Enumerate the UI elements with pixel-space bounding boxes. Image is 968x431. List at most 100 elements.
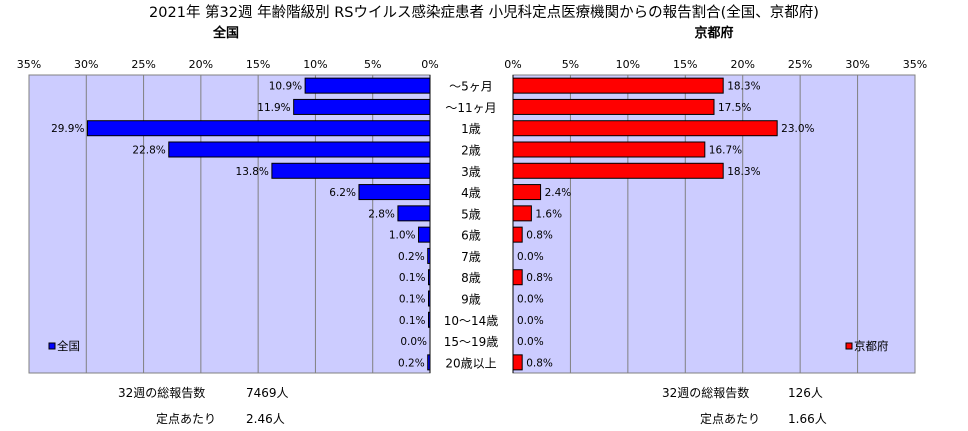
left-bar [293, 98, 431, 115]
left-data-label: 0.1% [399, 315, 426, 327]
left-per-value: 2.46人 [246, 412, 285, 426]
category-label: 2歳 [461, 144, 481, 158]
category-label: ～5ヶ月 [449, 80, 493, 94]
left-data-label: 13.8% [236, 166, 269, 178]
right-bar [512, 162, 724, 179]
category-labels: ～5ヶ月 ～11ヶ月 1歳 2歳 3歳 4歳 5歳 6歳 7歳 8歳 9歳 10～14歳 15～19歳 2… [444, 80, 499, 371]
left-data-label: 10.9% [269, 81, 302, 93]
right-plot-area [512, 74, 916, 374]
right-data-label: 2.4% [545, 187, 572, 199]
right-tick-label: 25% [788, 58, 812, 71]
right-legend-swatch [845, 342, 853, 350]
left-data-label: 1.0% [389, 230, 416, 242]
right-total-value: 126人 [788, 386, 823, 400]
right-data-label: 1.6% [535, 208, 562, 220]
left-data-label: 0.2% [398, 251, 425, 263]
right-bar [512, 205, 532, 222]
left-total-label: 32週の総報告数 [118, 386, 206, 400]
left-tick-label: 25% [131, 58, 155, 71]
left-legend-label: 全国 [57, 339, 80, 353]
left-bar [271, 162, 431, 179]
right-bar [512, 77, 724, 94]
right-bar [512, 269, 523, 286]
right-tick-label: 0% [504, 58, 521, 71]
right-bar [512, 354, 523, 371]
right-data-label: 18.3% [727, 166, 760, 178]
left-bar [358, 184, 431, 201]
category-label: 4歳 [461, 186, 481, 200]
left-bar [418, 226, 431, 243]
left-bar [168, 141, 431, 158]
category-label: 20歳以上 [445, 356, 496, 370]
right-per-value: 1.66人 [788, 412, 827, 426]
left-bar [304, 77, 431, 94]
left-bar [428, 311, 431, 328]
left-data-label: 0.1% [399, 272, 426, 284]
left-data-label: 0.2% [398, 357, 425, 369]
left-bar [86, 120, 431, 137]
category-label: 5歳 [461, 207, 481, 221]
left-data-label: 11.9% [257, 102, 290, 114]
right-panel-title: 京都府 [694, 25, 733, 41]
category-label: ～11ヶ月 [445, 101, 496, 115]
right-data-label: 0.8% [526, 230, 553, 242]
left-panel-title: 全国 [212, 25, 239, 41]
right-legend-label: 京都府 [854, 339, 889, 353]
left-tick-label: 35% [17, 58, 41, 71]
category-label: 6歳 [461, 229, 481, 243]
right-data-label: 0.0% [517, 294, 544, 306]
right-data-label: 0.0% [517, 251, 544, 263]
category-label: 10～14歳 [444, 314, 499, 328]
left-data-label: 2.8% [368, 208, 395, 220]
left-bar [397, 205, 431, 222]
left-bar [428, 290, 431, 307]
right-bar [512, 120, 778, 137]
left-total-value: 7469人 [246, 386, 289, 400]
right-per-label: 定点あたり [700, 412, 761, 426]
category-label: 1歳 [461, 122, 481, 136]
right-tick-label: 5% [562, 58, 579, 71]
right-bar [512, 226, 523, 243]
left-plot-area [28, 74, 431, 374]
left-tick-label: 0% [421, 58, 438, 71]
left-legend-swatch [48, 342, 56, 350]
right-data-label: 0.8% [526, 357, 553, 369]
left-data-label: 0.0% [400, 336, 427, 348]
right-data-label: 23.0% [781, 123, 814, 135]
left-data-label: 6.2% [329, 187, 356, 199]
left-tick-label: 15% [246, 58, 270, 71]
category-label: 9歳 [461, 293, 481, 307]
right-tick-label: 10% [616, 58, 640, 71]
right-panel: 0% 5% 10% 15% 20% 25% 30% 35% 18.3% 17.5% 23.0% 16.… [504, 58, 927, 374]
left-data-label: 29.9% [51, 123, 84, 135]
right-tick-label: 15% [673, 58, 697, 71]
left-bar [428, 269, 431, 286]
right-bar [512, 98, 715, 115]
right-bar [512, 141, 706, 158]
left-tick-label: 10% [303, 58, 327, 71]
right-data-label: 0.8% [526, 272, 553, 284]
category-label: 8歳 [461, 271, 481, 285]
right-tick-label: 30% [845, 58, 869, 71]
left-data-label: 0.1% [399, 294, 426, 306]
right-data-label: 17.5% [718, 102, 751, 114]
left-data-label: 22.8% [132, 145, 165, 157]
category-label: 7歳 [461, 250, 481, 264]
chart-title: 2021年 第32週 年齢階級別 RSウイルス感染症患者 小児科定点医療機関から… [149, 3, 819, 21]
right-bar [512, 184, 542, 201]
right-data-label: 0.0% [517, 336, 544, 348]
left-bar [427, 247, 431, 264]
left-tick-label: 20% [189, 58, 213, 71]
left-panel: 0% 5% 10% 15% 20% 25% 30% 35% 10.9% 11.9% 29.9% 22.… [17, 58, 439, 374]
right-data-label: 16.7% [709, 145, 742, 157]
category-label: 3歳 [461, 165, 481, 179]
right-tick-label: 20% [730, 58, 754, 71]
left-tick-label: 5% [364, 58, 381, 71]
right-data-label: 18.3% [727, 81, 760, 93]
right-tick-label: 35% [903, 58, 927, 71]
left-per-label: 定点あたり [156, 412, 217, 426]
left-bar [427, 354, 431, 371]
right-data-label: 0.0% [517, 315, 544, 327]
left-tick-label: 30% [74, 58, 98, 71]
